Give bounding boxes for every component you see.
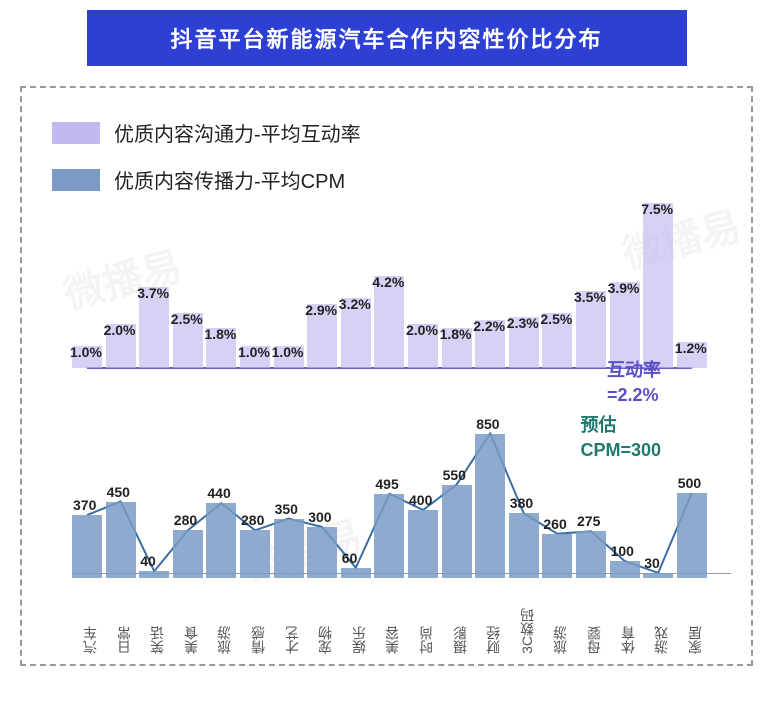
legend-item-interaction: 优质内容沟通力-平均互动率 xyxy=(52,118,731,147)
interaction-value-label: 2.5% xyxy=(540,311,572,327)
cpm-value-label: 500 xyxy=(678,475,701,491)
legend-label: 优质内容传播力-平均CPM xyxy=(114,165,345,194)
category-label: 笑话 xyxy=(147,626,167,654)
interaction-value-label: 1.8% xyxy=(440,326,472,342)
cpm-value-label: 400 xyxy=(409,492,432,508)
cpm-value-label: 60 xyxy=(342,550,358,566)
cpm-bar xyxy=(542,534,572,578)
category-label: 体育 xyxy=(618,626,638,654)
interaction-value-label: 4.2% xyxy=(372,274,404,290)
category-label: 摄影 xyxy=(450,626,470,654)
category-label: 宠物 xyxy=(315,626,335,654)
category-label: 美食 xyxy=(181,626,201,654)
legend-item-cpm: 优质内容传播力-平均CPM xyxy=(52,165,731,194)
cpm-bar xyxy=(341,568,371,578)
cpm-bar xyxy=(442,485,472,579)
category-label: 3C数码 xyxy=(517,608,537,654)
legend-swatch-icon xyxy=(52,169,100,191)
category-label: 情感 xyxy=(248,626,268,654)
category-label: 家居 xyxy=(685,626,705,654)
cpm-bar xyxy=(677,493,707,578)
category-label: 美容 xyxy=(382,626,402,654)
cpm-value-label: 280 xyxy=(241,512,264,528)
interaction-value-label: 2.9% xyxy=(305,302,337,318)
interaction-value-label: 1.2% xyxy=(675,340,707,356)
cpm-bar xyxy=(307,527,337,578)
interaction-value-label: 2.2% xyxy=(473,318,505,334)
annotation-cpm: 预估CPM=300 xyxy=(580,413,661,463)
cpm-bar xyxy=(72,515,102,578)
cpm-value-label: 370 xyxy=(73,497,96,513)
category-label: 母婴 xyxy=(584,626,604,654)
cpm-bar xyxy=(240,530,270,578)
cpm-bar xyxy=(374,494,404,578)
cpm-value-label: 495 xyxy=(375,476,398,492)
interaction-value-label: 2.3% xyxy=(507,315,539,331)
cpm-value-label: 280 xyxy=(174,512,197,528)
interaction-value-label: 2.0% xyxy=(406,322,438,338)
category-label: 游戏 xyxy=(651,626,671,654)
interaction-value-label: 3.9% xyxy=(608,280,640,296)
x-axis-labels: 汽车日常笑话美食旅游情感才艺宠物娱乐美容时尚摄影财经3C数码旅游母婴体育游戏家居 xyxy=(72,584,731,654)
category-label: 汽车 xyxy=(80,626,100,654)
interaction-value-label: 2.0% xyxy=(104,322,136,338)
interaction-bar xyxy=(643,203,673,368)
cpm-bar xyxy=(206,503,236,578)
cpm-value-label: 40 xyxy=(140,553,156,569)
legend: 优质内容沟通力-平均互动率 优质内容传播力-平均CPM xyxy=(32,98,741,222)
interaction-value-label: 3.5% xyxy=(574,289,606,305)
legend-swatch-icon xyxy=(52,122,100,144)
cpm-value-label: 450 xyxy=(107,484,130,500)
category-label: 时尚 xyxy=(416,626,436,654)
category-label: 娱乐 xyxy=(349,626,369,654)
cpm-bar xyxy=(274,519,304,579)
cpm-value-label: 100 xyxy=(611,543,634,559)
cpm-bar xyxy=(509,513,539,578)
cpm-value-label: 440 xyxy=(207,485,230,501)
chart-container: 微播易 微播易 微播易 优质内容沟通力-平均互动率 优质内容传播力-平均CPM … xyxy=(20,86,753,666)
cpm-value-label: 850 xyxy=(476,416,499,432)
cpm-bar xyxy=(475,434,505,579)
cpm-bar xyxy=(576,531,606,578)
cpm-bar xyxy=(610,561,640,578)
category-label: 旅游 xyxy=(214,626,234,654)
category-label: 旅游 xyxy=(550,626,570,654)
chart-title: 抖音平台新能源汽车合作内容性价比分布 xyxy=(87,10,687,66)
cpm-bar xyxy=(106,502,136,579)
cpm-bar xyxy=(643,573,673,578)
cpm-value-label: 380 xyxy=(510,495,533,511)
legend-label: 优质内容沟通力-平均互动率 xyxy=(114,118,361,147)
category-label: 财经 xyxy=(483,626,503,654)
interaction-value-label: 3.2% xyxy=(339,296,371,312)
cpm-value-label: 550 xyxy=(443,467,466,483)
category-label: 日常 xyxy=(114,626,134,654)
annotation-interaction-rate: 互动率=2.2% xyxy=(607,358,661,408)
cpm-bar xyxy=(173,530,203,578)
interaction-value-label: 1.0% xyxy=(238,344,270,360)
cpm-bar xyxy=(408,510,438,578)
category-label: 才艺 xyxy=(282,626,302,654)
interaction-value-label: 2.5% xyxy=(171,311,203,327)
cpm-bar xyxy=(139,571,169,578)
interaction-value-label: 1.8% xyxy=(204,326,236,342)
interaction-value-label: 1.0% xyxy=(70,344,102,360)
cpm-value-label: 350 xyxy=(275,501,298,517)
cpm-value-label: 275 xyxy=(577,513,600,529)
interaction-value-label: 7.5% xyxy=(641,201,673,217)
cpm-value-label: 260 xyxy=(543,516,566,532)
interaction-value-label: 3.7% xyxy=(137,285,169,301)
interaction-value-label: 1.0% xyxy=(272,344,304,360)
cpm-value-label: 300 xyxy=(308,509,331,525)
cpm-value-label: 30 xyxy=(644,555,660,571)
